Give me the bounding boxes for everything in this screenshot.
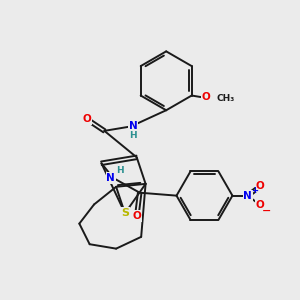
Text: +: + xyxy=(251,186,258,195)
Text: CH₃: CH₃ xyxy=(216,94,235,103)
Text: O: O xyxy=(132,211,141,221)
Text: O: O xyxy=(82,114,91,124)
Text: N: N xyxy=(129,122,138,131)
Text: H: H xyxy=(116,166,124,175)
Text: N: N xyxy=(106,173,115,183)
Text: H: H xyxy=(129,131,137,140)
Text: O: O xyxy=(202,92,210,102)
Text: S: S xyxy=(121,208,129,218)
Text: −: − xyxy=(262,206,271,215)
Text: O: O xyxy=(256,200,265,210)
Text: O: O xyxy=(256,181,265,191)
Text: N: N xyxy=(243,190,252,201)
